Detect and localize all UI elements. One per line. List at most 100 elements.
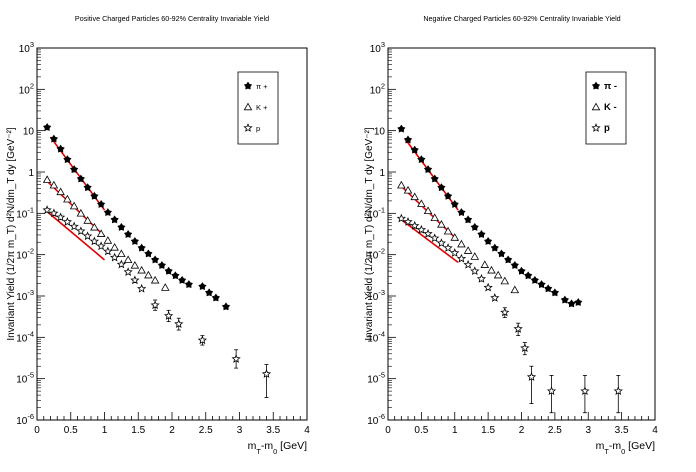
data-point: [124, 230, 133, 238]
data-point: [117, 249, 126, 257]
chart-title: Negative Charged Particles 60-92% Centra…: [423, 14, 620, 23]
data-point: [493, 270, 503, 279]
data-point: [49, 180, 59, 189]
data-point: [500, 276, 510, 285]
x-tick-label: 1.5: [481, 425, 495, 436]
data-point: [443, 243, 453, 252]
data-point: [110, 252, 120, 262]
data-point: [96, 241, 106, 251]
data-point: [42, 205, 52, 214]
data-point: [470, 252, 480, 260]
data-point: [457, 208, 466, 216]
data-point: [443, 191, 453, 200]
y-tick-label: 10-4: [367, 329, 385, 344]
x-tick-label: 0.5: [64, 425, 78, 436]
data-point: [477, 230, 486, 238]
data-point: [567, 299, 576, 308]
data-point: [463, 215, 473, 224]
x-tick-label: 3.5: [266, 425, 280, 436]
data-point: [130, 237, 139, 245]
data-point: [130, 275, 140, 285]
positive-chart: Positive Charged Particles 60-92% Centra…: [6, 14, 310, 456]
data-point: [83, 216, 92, 224]
data-point: [430, 213, 440, 221]
legend-marker: [243, 81, 253, 90]
legend-box: [237, 71, 279, 145]
y-tick-label: 10-1: [367, 205, 385, 220]
data-point: [56, 212, 66, 222]
data-point: [450, 200, 459, 208]
data-point: [403, 135, 413, 144]
data-point: [144, 270, 153, 279]
data-point: [43, 123, 52, 131]
data-point: [463, 246, 473, 254]
y-tick-label: 10-3: [367, 288, 385, 303]
y-tick-label: 10-2: [16, 247, 34, 262]
x-tick-label: 3: [585, 425, 591, 436]
data-point: [69, 201, 79, 210]
data-point: [221, 302, 231, 311]
data-point: [56, 187, 65, 196]
legend-marker: [243, 123, 253, 132]
data-point: [484, 237, 493, 245]
legend-label: p̅: [604, 123, 610, 134]
data-point: [437, 183, 446, 192]
data-point: [497, 249, 506, 258]
series-2: [397, 180, 520, 294]
data-point: [178, 275, 187, 284]
data-point: [70, 165, 79, 173]
series-2: [42, 175, 170, 291]
data-point: [69, 221, 79, 231]
data-point: [397, 180, 406, 189]
data-point: [150, 275, 160, 284]
data-point: [510, 285, 520, 294]
legend-marker: [591, 102, 601, 111]
data-point: [500, 307, 510, 317]
x-tick-label: 0: [385, 425, 391, 436]
data-point: [56, 144, 65, 153]
x-tick-label: 1: [452, 425, 458, 436]
y-tick-label: 10-2: [367, 247, 385, 262]
x-axis-title: mT-m0 [GeV]: [248, 440, 307, 456]
data-point: [83, 231, 93, 241]
data-point: [480, 260, 490, 268]
data-point: [470, 266, 480, 276]
y-axis-title: Invariant Yield (1/2π m_T) d²N/dm_T dy […: [6, 127, 17, 340]
data-point: [410, 145, 419, 154]
data-point: [137, 243, 146, 252]
data-point: [137, 283, 147, 293]
data-point: [470, 222, 479, 231]
data-point: [62, 217, 72, 226]
y-tick-label: 10-6: [367, 412, 385, 427]
data-point: [450, 248, 460, 257]
data-point: [96, 229, 106, 237]
data-point: [410, 192, 419, 201]
data-point: [476, 274, 487, 283]
data-point: [490, 243, 499, 252]
data-point: [150, 300, 160, 310]
data-point: [231, 354, 241, 363]
data-point: [560, 295, 569, 304]
data-point: [164, 266, 173, 275]
data-point: [174, 319, 184, 328]
series-3: [396, 213, 623, 414]
x-tick-label: 3: [237, 425, 243, 436]
y-tick-label: 102: [19, 81, 34, 96]
data-point: [423, 206, 433, 215]
series-1: [397, 124, 583, 308]
x-tick-label: 2: [519, 425, 525, 436]
y-tick-label: 10: [23, 127, 35, 138]
data-point: [123, 267, 133, 276]
data-point: [613, 386, 623, 396]
data-point: [396, 213, 406, 223]
data-point: [526, 372, 537, 381]
legend-label: π -: [604, 81, 617, 92]
data-point: [550, 288, 559, 297]
data-point: [160, 283, 170, 291]
y-axis: 10-6 10-5 10-4 10-3 10-2 10-1 1 10 102 103 Invaria…: [6, 40, 45, 427]
data-point: [423, 165, 433, 173]
data-point: [171, 271, 180, 280]
series-1: [43, 123, 231, 311]
x-tick-label: 3.5: [615, 425, 629, 436]
